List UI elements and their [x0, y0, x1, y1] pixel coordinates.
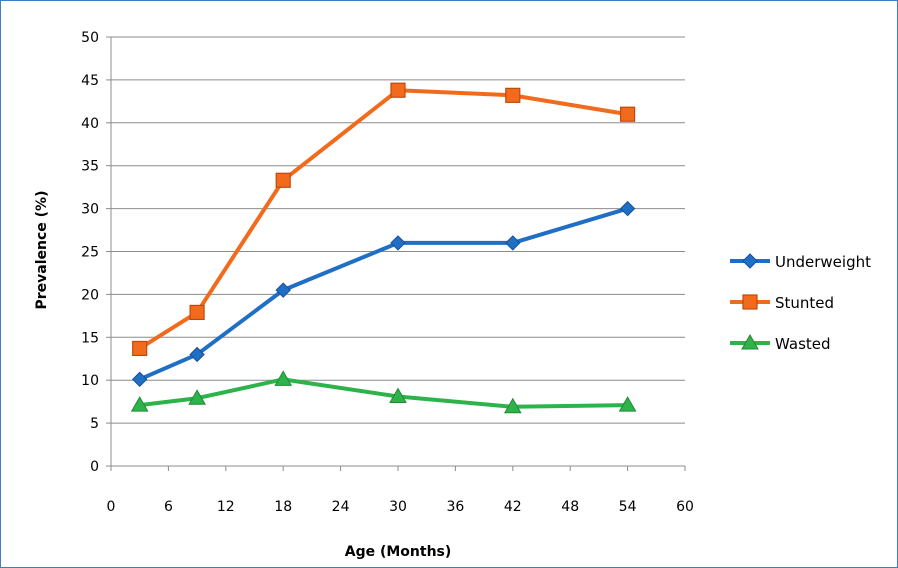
underweight-legend-marker	[742, 253, 758, 269]
series-layer	[130, 82, 637, 414]
underweight-data-point	[131, 371, 148, 388]
wasted-data-point	[130, 396, 149, 412]
x-tick-label: 24	[332, 499, 350, 515]
stunted-data-point	[619, 106, 636, 122]
wasted-data-point	[618, 396, 637, 412]
y-tick-label: 45	[81, 73, 99, 89]
y-tick-label: 10	[81, 373, 99, 389]
x-axis-title: Age (Months)	[345, 544, 452, 560]
x-tick-label: 60	[676, 499, 694, 515]
wasted-data-point	[389, 387, 407, 404]
x-tick-label: 42	[504, 499, 522, 515]
stunted-data-point	[505, 87, 521, 103]
stunted-data-point	[275, 172, 291, 188]
x-tick-label: 0	[107, 499, 116, 515]
stunted-data-point	[390, 82, 406, 98]
underweight-data-point	[275, 282, 291, 298]
wasted-legend-label: Wasted	[775, 335, 831, 353]
stunted-data-point	[189, 304, 205, 321]
wasted-data-point	[503, 397, 522, 414]
underweight-data-point	[619, 200, 636, 217]
x-tick-label: 48	[561, 499, 579, 515]
wasted-series-line	[137, 377, 630, 409]
wasted-data-point	[188, 389, 206, 405]
y-tick-label: 35	[81, 159, 99, 175]
stunted-series-line	[137, 88, 630, 351]
y-tick-label: 40	[81, 116, 99, 132]
underweight-series-line	[137, 206, 630, 382]
stunted-legend-label: Stunted	[775, 294, 834, 312]
x-tick-label: 36	[446, 499, 464, 515]
underweight-legend-label: Underweight	[775, 253, 871, 271]
y-tick-label: 0	[90, 459, 99, 475]
y-tick-label: 30	[81, 202, 99, 218]
x-tick-label: 30	[389, 499, 407, 515]
y-tick-label: 25	[81, 245, 99, 261]
x-tick-label: 6	[164, 499, 173, 515]
gridlines	[111, 36, 685, 424]
x-tick-label: 18	[274, 499, 292, 515]
wasted-data-point	[274, 370, 293, 386]
y-tick-label: 5	[90, 416, 99, 432]
underweight-data-point	[189, 346, 205, 363]
underweight-data-point	[390, 235, 406, 251]
y-tick-label: 50	[81, 30, 99, 46]
legend: Underweight Stunted Wasted	[730, 253, 871, 353]
underweight-data-point	[505, 235, 521, 251]
x-tick-label: 12	[217, 499, 235, 515]
stunted-data-point	[132, 340, 148, 357]
wasted-legend-marker	[741, 333, 759, 350]
y-tick-label: 15	[81, 330, 99, 346]
x-tick-label: 54	[619, 499, 637, 515]
y-tick-label: 20	[81, 287, 99, 303]
stunted-legend-marker	[742, 294, 758, 310]
axes: 0 5 10 15 20 25 30 35 40 45 50 0 6 12 18 24 30 36 42 48 54 60	[81, 30, 694, 515]
y-axis-title: Prevalence (%)	[34, 191, 50, 310]
